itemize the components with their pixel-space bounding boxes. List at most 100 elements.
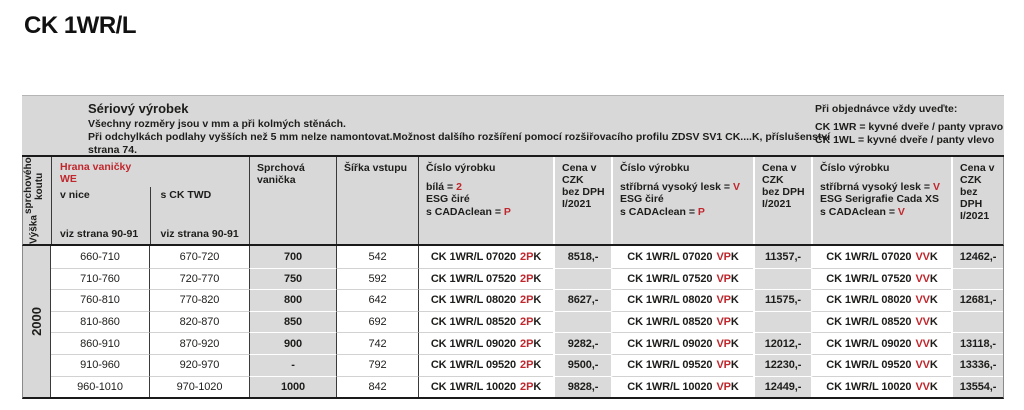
cell-sprchova-vanicka: 800 <box>249 289 336 311</box>
header-cislo-vyrobku-serigraphy: Číslo výrobku stříbrná vysoký lesk = V E… <box>811 157 951 244</box>
viz-strana-note: viz strana 90-91 <box>160 228 239 240</box>
price-serigraphy: 13336,- <box>951 353 1003 376</box>
table-row: 860-910 870-920 900 742 CK 1WR/L 09020 2P… <box>51 332 1003 354</box>
cell-sprchova-vanicka: 850 <box>249 310 336 333</box>
cell-sprchova-vanicka: - <box>249 353 336 376</box>
price-serigraphy: 13118,- <box>951 332 1003 354</box>
cell-sirka-vstupu: 792 <box>336 353 418 376</box>
page-title: CK 1WR/L <box>24 12 137 39</box>
product-code-serigraphy: CK 1WR/L 10020 VV K <box>811 375 951 398</box>
cell-sirka-vstupu: 642 <box>336 289 418 311</box>
cell-s-ck-twd: 770-820 <box>149 289 249 311</box>
price-white <box>553 267 611 290</box>
product-code-silver: CK 1WR/L 09520 VP K <box>611 353 753 376</box>
price-serigraphy: 13554,- <box>951 375 1003 398</box>
price-white: 9500,- <box>553 353 611 376</box>
cell-v-nice: 760-810 <box>51 289 149 311</box>
price-white: 8627,- <box>553 289 611 311</box>
table-row: 710-760 720-770 750 592 CK 1WR/L 07520 2P… <box>51 267 1003 290</box>
info-line-page: strana 74. <box>88 144 138 156</box>
product-table: Sériový výrobek Všechny rozměry jsou v m… <box>22 95 1004 400</box>
price-white: 8518,- <box>553 246 611 268</box>
product-code-silver: CK 1WR/L 08020 VP K <box>611 289 753 311</box>
info-notes: Sériový výrobek Všechny rozměry jsou v m… <box>88 101 831 157</box>
product-code-serigraphy: CK 1WR/L 07520 VV K <box>811 267 951 290</box>
viz-strana-note: viz strana 90-91 <box>60 228 139 240</box>
product-code-white: CK 1WR/L 08520 2P K <box>418 310 553 333</box>
hrana-vanicky-title: Hrana vaničky WE <box>60 161 132 185</box>
price-silver: 12012,- <box>753 332 811 354</box>
price-serigraphy <box>951 310 1003 333</box>
table-header: Výška sprchového koutu Hrana vaničky WE … <box>22 157 1004 246</box>
order-note-left-hinge: CK 1WL = kyvné dveře / panty vlevo <box>815 134 995 146</box>
header-hrana-vanicky: Hrana vaničky WE v nice viz strana 90-91… <box>51 157 249 244</box>
price-white <box>553 310 611 333</box>
cell-s-ck-twd: 820-870 <box>149 310 249 333</box>
header-cena-white: Cena v CZK bez DPH I/2021 <box>553 157 611 244</box>
product-code-white: CK 1WR/L 09520 2P K <box>418 353 553 376</box>
header-vyska-koutu: Výška sprchového koutu <box>23 157 51 244</box>
product-code-white: CK 1WR/L 09020 2P K <box>418 332 553 354</box>
header-cislo-vyrobku-silver: Číslo výrobku stříbrná vysoký lesk = V E… <box>611 157 753 244</box>
price-silver <box>753 267 811 290</box>
header-sirka-vstupu: Šířka vstupu <box>336 157 418 244</box>
cell-sprchova-vanicka: 1000 <box>249 375 336 398</box>
price-silver: 12230,- <box>753 353 811 376</box>
header-cena-serigraphy: Cena v CZK bez DPH I/2021 <box>951 157 1003 244</box>
cell-s-ck-twd: 670-720 <box>149 246 249 268</box>
info-line-tolerance: Při odchylkách podlahy vyšších než 5 mm … <box>88 131 831 143</box>
product-code-silver: CK 1WR/L 07520 VP K <box>611 267 753 290</box>
price-serigraphy: 12681,- <box>951 289 1003 311</box>
header-sprchova-vanicka: Sprchová vanička <box>249 157 336 244</box>
price-white: 9828,- <box>553 375 611 398</box>
cell-s-ck-twd: 920-970 <box>149 353 249 376</box>
product-code-silver: CK 1WR/L 09020 VP K <box>611 332 753 354</box>
price-white: 9282,- <box>553 332 611 354</box>
cell-v-nice: 960-1010 <box>51 375 149 398</box>
cell-s-ck-twd: 870-920 <box>149 332 249 354</box>
order-note: Při objednávce vždy uveďte: CK 1WR = kyv… <box>815 103 1004 147</box>
order-note-right-hinge: CK 1WR = kyvné dveře / panty vpravo <box>815 121 1004 133</box>
header-cena-silver: Cena v CZK bez DPH I/2021 <box>753 157 811 244</box>
product-code-serigraphy: CK 1WR/L 07020 VV K <box>811 246 951 268</box>
cell-sprchova-vanicka: 750 <box>249 267 336 290</box>
header-cislo-vyrobku-white: Číslo výrobku bílá = 2 ESG čiré s CADAcl… <box>418 157 553 244</box>
table-row: 960-1010 970-1020 1000 842 CK 1WR/L 1002… <box>51 375 1003 398</box>
cell-sprchova-vanicka: 900 <box>249 332 336 354</box>
product-code-white: CK 1WR/L 08020 2P K <box>418 289 553 311</box>
product-code-white: CK 1WR/L 07020 2P K <box>418 246 553 268</box>
header-v-nice: v nice viz strana 90-91 <box>52 187 150 244</box>
product-code-serigraphy: CK 1WR/L 09520 VV K <box>811 353 951 376</box>
cell-v-nice: 710-760 <box>51 267 149 290</box>
cell-sirka-vstupu: 592 <box>336 267 418 290</box>
product-code-white: CK 1WR/L 07520 2P K <box>418 267 553 290</box>
product-code-serigraphy: CK 1WR/L 09020 VV K <box>811 332 951 354</box>
cell-s-ck-twd: 720-770 <box>149 267 249 290</box>
price-silver: 11357,- <box>753 246 811 268</box>
cell-sirka-vstupu: 842 <box>336 375 418 398</box>
cell-sirka-vstupu: 542 <box>336 246 418 268</box>
product-code-silver: CK 1WR/L 10020 VP K <box>611 375 753 398</box>
cell-sprchova-vanicka: 700 <box>249 246 336 268</box>
cell-s-ck-twd: 970-1020 <box>149 375 249 398</box>
table-body: 2000 660-710 670-720 700 542 CK 1WR/L 07… <box>22 246 1004 400</box>
cell-v-nice: 810-860 <box>51 310 149 333</box>
cell-sirka-vstupu: 742 <box>336 332 418 354</box>
price-silver: 11575,- <box>753 289 811 311</box>
product-code-white: CK 1WR/L 10020 2P K <box>418 375 553 398</box>
product-code-serigraphy: CK 1WR/L 08020 VV K <box>811 289 951 311</box>
cell-v-nice: 660-710 <box>51 246 149 268</box>
product-code-silver: CK 1WR/L 08520 VP K <box>611 310 753 333</box>
table-row: 760-810 770-820 800 642 CK 1WR/L 08020 2P… <box>51 289 1003 311</box>
cell-v-nice: 910-960 <box>51 353 149 376</box>
cell-sirka-vstupu: 692 <box>336 310 418 333</box>
vyska-value: 2000 <box>29 307 44 337</box>
product-code-silver: CK 1WR/L 07020 VP K <box>611 246 753 268</box>
price-serigraphy: 12462,- <box>951 246 1003 268</box>
table-row: 910-960 920-970 - 792 CK 1WR/L 09520 2P K … <box>51 353 1003 376</box>
cell-v-nice: 860-910 <box>51 332 149 354</box>
table-row: 660-710 670-720 700 542 CK 1WR/L 07020 2P… <box>51 246 1003 268</box>
vyska-rotated-label: Výška sprchového koutu <box>23 157 45 244</box>
order-note-title: Při objednávce vždy uveďte: <box>815 103 958 115</box>
